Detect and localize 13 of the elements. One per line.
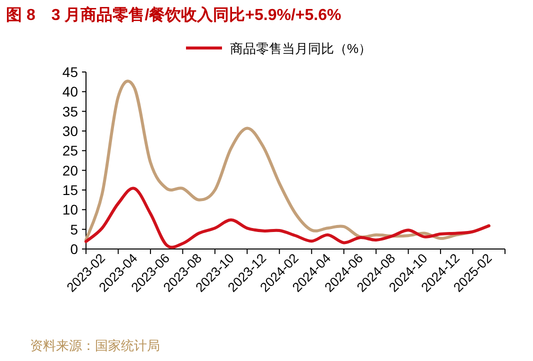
- chart-title: 图 8 3 月商品零售/餐饮收入同比+5.9%/+5.6%: [6, 6, 342, 24]
- y-tick-label: 0: [70, 241, 78, 257]
- y-tick-label: 45: [62, 64, 78, 80]
- legend-label: 商品零售当月同比（%）: [230, 41, 372, 56]
- y-tick-label: 15: [62, 182, 78, 198]
- y-tick-label: 40: [62, 84, 78, 100]
- y-tick-label: 5: [70, 221, 78, 238]
- y-tick-label: 10: [62, 202, 78, 218]
- y-tick-label: 35: [62, 103, 78, 120]
- y-tick-label: 25: [62, 142, 78, 159]
- y-tick-label: 20: [62, 162, 78, 178]
- text: 资料来源：国家统计局: [30, 338, 160, 353]
- y-tick-label: 30: [62, 123, 78, 139]
